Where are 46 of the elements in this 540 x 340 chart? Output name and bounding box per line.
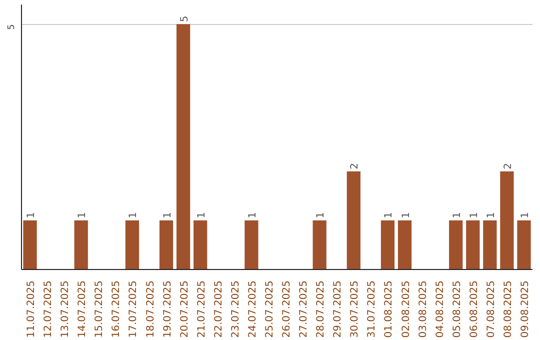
x-tick-label: 20.07.2025 — [179, 280, 190, 338]
x-tick-label: 21.07.2025 — [196, 280, 208, 338]
x-tick-label: 23.07.2025 — [230, 280, 242, 338]
x-tick-label: 18.07.2025 — [145, 280, 156, 338]
x-tick-label: 26.07.2025 — [282, 280, 293, 338]
data-label: 1 — [452, 212, 463, 218]
x-tick-label: 22.07.2025 — [213, 280, 224, 338]
x-tick-label: 11.07.2025 — [26, 280, 38, 338]
x-tick-label: 16.07.2025 — [111, 280, 122, 338]
x-tick-label: 07.08.2025 — [486, 280, 497, 338]
data-label: 2 — [350, 162, 361, 170]
x-tick-label: 30.07.2025 — [350, 280, 361, 338]
data-label: 1 — [247, 212, 258, 218]
x-tick-label: 13.07.2025 — [60, 280, 72, 338]
x-tick-label: 05.08.2025 — [452, 280, 463, 338]
data-label: 1 — [400, 212, 412, 218]
x-tick-label: 14.07.2025 — [77, 280, 88, 338]
x-tick-label: 12.07.2025 — [43, 280, 54, 338]
x-tick-label: 17.07.2025 — [128, 280, 140, 338]
x-tick-label: 02.08.2025 — [400, 280, 412, 338]
data-label: 1 — [128, 212, 140, 218]
x-tick-label: 06.08.2025 — [468, 280, 480, 338]
data-label: 1 — [384, 212, 395, 218]
data-label: 1 — [468, 212, 480, 218]
x-tick-label: 03.08.2025 — [418, 280, 429, 338]
data-label: 1 — [162, 212, 174, 218]
x-tick-label: 15.07.2025 — [94, 280, 106, 338]
x-tick-label: 19.07.2025 — [162, 280, 174, 338]
x-tick-label: 01.08.2025 — [384, 280, 395, 338]
data-label: 1 — [520, 212, 531, 218]
x-tick-label: 08.08.2025 — [502, 280, 514, 338]
data-label: 2 — [502, 162, 514, 170]
x-tick-label: 04.08.2025 — [434, 280, 446, 338]
x-tick-label: 24.07.2025 — [247, 280, 258, 338]
data-label: 1 — [77, 212, 88, 218]
data-label: 1 — [316, 212, 327, 218]
data-label: 1 — [196, 212, 208, 218]
x-tick-label: 09.08.2025 — [520, 280, 531, 338]
data-label: 1 — [486, 212, 497, 218]
x-tick-label: 25.07.2025 — [264, 280, 276, 338]
x-tick-label: 27.07.2025 — [298, 280, 310, 338]
x-tick-label: 31.07.2025 — [366, 280, 378, 338]
data-label: 1 — [26, 212, 38, 218]
x-tick-label: 28.07.2025 — [316, 280, 327, 338]
x-tick-label: 29.07.2025 — [332, 280, 344, 338]
data-label: 5 — [179, 16, 190, 22]
